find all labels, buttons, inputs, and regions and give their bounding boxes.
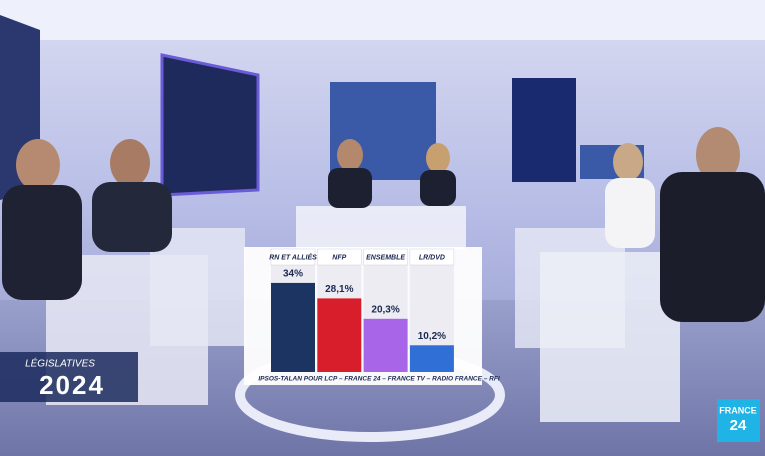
badge-year: 2024: [39, 370, 105, 400]
value-label: 20,3%: [371, 304, 399, 315]
desk: [150, 228, 245, 346]
value-label: 28,1%: [325, 284, 353, 295]
person: [613, 143, 643, 181]
category-header: [270, 248, 316, 266]
screen: [160, 53, 260, 197]
bar: [363, 318, 408, 372]
category-header: [409, 248, 455, 266]
category-label: RN ET ALLIÉS: [269, 252, 317, 261]
person: [426, 143, 450, 173]
person: [420, 170, 456, 206]
value-label: 34%: [283, 269, 303, 280]
logo-line1: FRANCE: [719, 405, 757, 415]
person: [16, 139, 60, 191]
desk: [296, 206, 466, 250]
logo-line2: 24: [730, 417, 747, 434]
bar: [317, 298, 362, 372]
category-header: [317, 248, 362, 266]
person: [660, 172, 765, 322]
person: [328, 168, 372, 208]
desk: [540, 252, 680, 422]
person: [605, 178, 655, 248]
person: [92, 182, 172, 252]
category-label: LR/DVD: [419, 254, 445, 261]
category-label: NFP: [332, 254, 346, 261]
bar: [409, 345, 454, 372]
badge-title: LÉGISLATIVES: [25, 357, 95, 370]
chart: RN ET ALLIÉS 34% NFP 28,1% ENSEMBLE 20,3% LR/D…: [269, 248, 455, 372]
person: [337, 139, 363, 171]
logo: [717, 399, 760, 442]
screen: [512, 78, 576, 182]
badge: [0, 352, 138, 402]
person: [696, 127, 740, 183]
category-label: ENSEMBLE: [366, 254, 405, 261]
category-header: [363, 248, 408, 266]
bar: [271, 282, 315, 372]
person: [110, 139, 150, 187]
value-label: 10,2%: [418, 331, 446, 342]
ceiling: [0, 0, 765, 40]
person: [2, 185, 82, 300]
chart-note: IPSOS-TALAN POUR LCP – FRANCE 24 – FRANC…: [258, 376, 499, 383]
